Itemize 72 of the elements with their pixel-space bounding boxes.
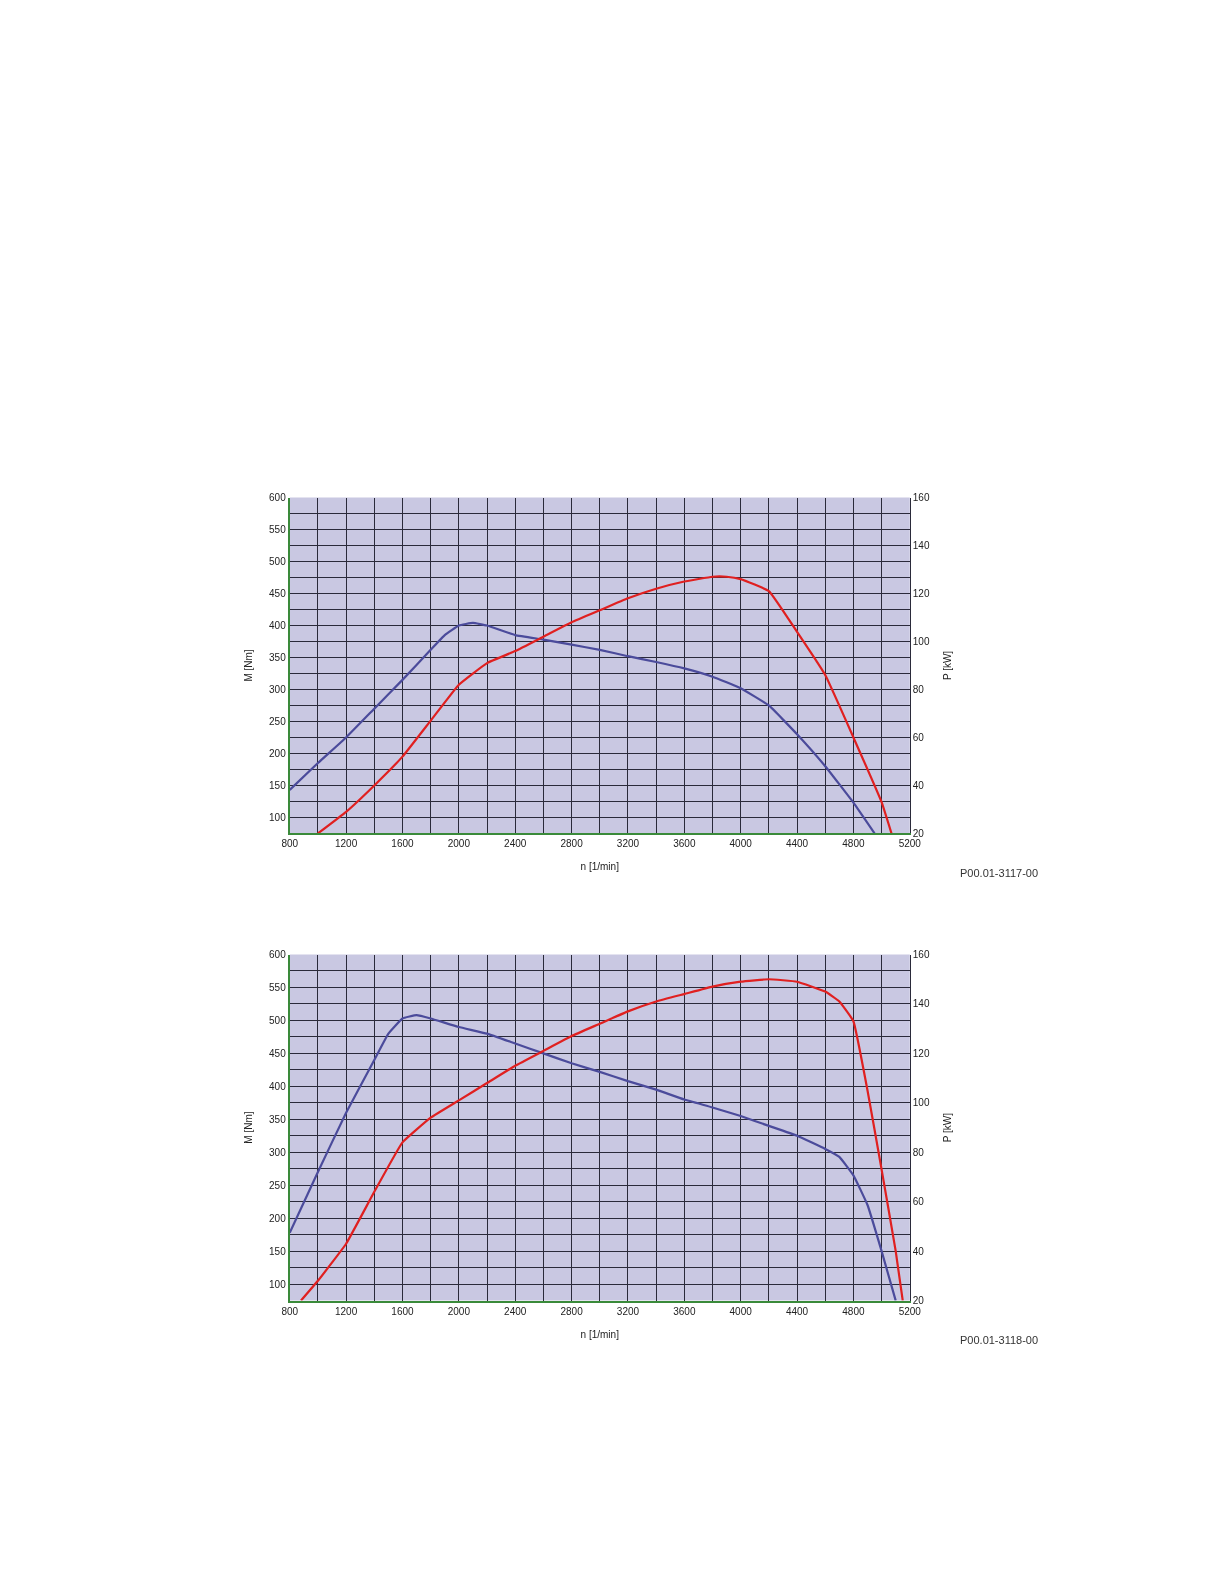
x-tick-label: 1200 <box>334 1305 358 1317</box>
y-tick-label: 450 <box>269 588 287 600</box>
x-tick-label: 1600 <box>391 838 415 850</box>
x-tick-label: 3200 <box>616 838 640 850</box>
x-axis-title: n [1/min] <box>580 861 620 873</box>
y-tick-label: 150 <box>269 779 287 791</box>
y2-tick-label: 20 <box>912 1295 925 1307</box>
y2-tick-label: 160 <box>912 492 930 504</box>
y2-tick-label: 140 <box>912 998 930 1010</box>
y-tick-label: 600 <box>269 949 287 961</box>
x-tick-label: 2800 <box>560 838 584 850</box>
x-tick-label: 2400 <box>504 838 527 850</box>
y-tick-label: 250 <box>269 1179 287 1191</box>
y-tick-label: 400 <box>269 1080 287 1092</box>
x-tick-label: 1600 <box>391 1305 415 1317</box>
text: P00.01-3117-00 <box>960 867 1039 879</box>
line-series <box>316 575 893 834</box>
y-axis-title: M [Nm] <box>242 1111 254 1144</box>
y-tick-label: 100 <box>269 1278 287 1290</box>
y-tick-label: 300 <box>269 1146 287 1158</box>
x-axis-title: n [1/min] <box>580 1328 620 1340</box>
y2-tick-label: 100 <box>912 1097 930 1109</box>
x-tick-label: 3600 <box>673 838 696 850</box>
x-tick-label: 4000 <box>729 838 753 850</box>
text: P00.01-3118-00 <box>960 1334 1039 1346</box>
y-tick-label: 500 <box>269 556 287 568</box>
x-tick-label: 4800 <box>842 1305 865 1317</box>
y2-tick-label: 20 <box>912 827 925 839</box>
y-axis-title: M [Nm] <box>242 649 254 682</box>
y2-tick-label: 60 <box>912 731 925 743</box>
x-tick-label: 4000 <box>729 1305 753 1317</box>
y2-tick-label: 40 <box>912 1245 925 1257</box>
x-tick-label: 4400 <box>785 1305 809 1317</box>
x-tick-label: 3200 <box>616 1305 640 1317</box>
x-tick-label: 2800 <box>560 1305 584 1317</box>
y2-tick-label: 160 <box>912 949 930 961</box>
x-tick-label: 800 <box>281 838 299 850</box>
y-tick-label: 600 <box>269 492 287 504</box>
y2-tick-label: 140 <box>912 540 930 552</box>
x-tick-label: 2400 <box>504 1305 527 1317</box>
y2-tick-label: 40 <box>912 779 925 791</box>
x-tick-label: 2000 <box>447 838 471 850</box>
y2-tick-label: 100 <box>912 635 930 647</box>
y2-tick-label: 80 <box>912 1146 925 1158</box>
y2-tick-label: 120 <box>912 1047 930 1059</box>
y-tick-label: 150 <box>269 1245 287 1257</box>
x-tick-label: 4800 <box>842 838 865 850</box>
y-tick-label: 350 <box>269 1113 287 1125</box>
x-tick-label: 3600 <box>673 1305 696 1317</box>
x-tick-label: 4400 <box>785 838 809 850</box>
y-tick-label: 550 <box>269 524 287 536</box>
y2-axis-title: P [kW] <box>942 650 954 681</box>
y-tick-label: 400 <box>269 620 287 631</box>
y-tick-label: 200 <box>269 1212 287 1224</box>
y-tick-label: 200 <box>269 747 287 759</box>
y-tick-label: 300 <box>269 683 287 695</box>
x-tick-label: 1200 <box>334 838 358 850</box>
y-tick-label: 250 <box>269 715 287 727</box>
y-tick-label: 500 <box>269 1014 287 1026</box>
y2-tick-label: 120 <box>912 588 930 600</box>
y-tick-label: 350 <box>269 651 287 663</box>
y2-tick-label: 80 <box>912 683 925 695</box>
x-tick-label: 2000 <box>447 1305 471 1317</box>
line-series <box>289 621 876 834</box>
x-tick-label: 5200 <box>898 838 922 850</box>
y2-tick-label: 60 <box>912 1196 925 1208</box>
y2-axis-title: P [kW] <box>942 1112 954 1143</box>
x-tick-label: 5200 <box>898 1305 922 1317</box>
y-tick-label: 550 <box>269 981 287 993</box>
x-tick-label: 800 <box>281 1305 299 1317</box>
y-tick-label: 100 <box>269 811 287 823</box>
y-tick-label: 450 <box>269 1047 287 1059</box>
